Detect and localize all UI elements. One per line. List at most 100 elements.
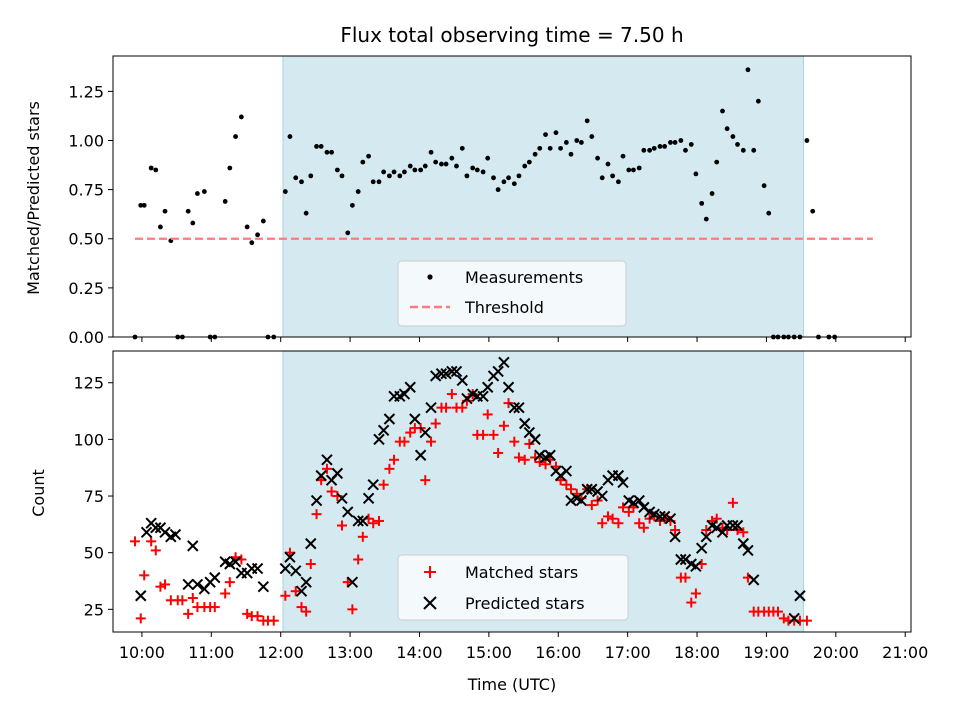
- top-measurement-point-107: [703, 216, 709, 222]
- top-measurement-point-31: [308, 173, 314, 179]
- top-measurement-point-86: [595, 155, 600, 161]
- bottom-matched-point-49: [399, 436, 410, 447]
- bottom-xtick-label-6: 16:00: [535, 643, 581, 662]
- bottom-matched-point-11: [187, 593, 198, 604]
- bottom-matched-point-67: [493, 447, 504, 458]
- bottom-matched-point-20: [242, 608, 253, 619]
- top-measurement-point-98: [657, 143, 663, 149]
- bottom-predicted-point-36: [352, 515, 364, 527]
- legend-threshold-label: Threshold: [464, 298, 544, 317]
- top-measurement-point-45: [381, 169, 387, 175]
- bottom-predicted-point-73: [544, 449, 556, 461]
- bottom-legend: Matched stars Predicted stars: [397, 554, 629, 621]
- top-measurement-point-42: [366, 153, 371, 159]
- top-measurement-point-68: [501, 179, 507, 185]
- bottom-xtick-label-4: 14:00: [396, 643, 442, 662]
- bottom-predicted-point-103: [700, 531, 713, 543]
- bottom-xtick-label-2: 12:00: [258, 643, 304, 662]
- top-measurement-point-46: [387, 173, 392, 179]
- bottom-predicted-point-48: [414, 449, 427, 461]
- top-measurement-point-50: [407, 163, 413, 169]
- bottom-matched-point-87: [597, 518, 608, 529]
- top-measurement-point-30: [303, 210, 309, 216]
- top-measurement-point-53: [422, 163, 428, 169]
- top-measurement-point-115: [745, 67, 751, 73]
- bottom-matched-point-64: [478, 429, 489, 440]
- bottom-matched-point-60: [457, 402, 468, 413]
- bottom-predicted-point-90: [633, 494, 645, 507]
- bottom-matched-point-65: [482, 409, 493, 420]
- bottom-y-axis-label: Count: [29, 469, 48, 517]
- top-measurement-point-91: [620, 153, 626, 159]
- top-measurement-point-39: [350, 202, 355, 208]
- bottom-predicted-point-3: [150, 522, 162, 534]
- bottom-predicted-point-54: [446, 365, 458, 378]
- top-measurement-point-96: [647, 147, 653, 153]
- top-measurement-point-5: [158, 224, 163, 230]
- bottom-matched-point-103: [680, 572, 691, 583]
- top-measurement-point-38: [345, 230, 351, 236]
- bottom-matched-point-88: [602, 511, 613, 522]
- top-measurement-point-126: [804, 138, 810, 143]
- top-measurement-point-20: [244, 224, 250, 230]
- top-measurement-point-62: [470, 165, 476, 171]
- bottom-matched-point-72: [519, 454, 530, 465]
- top-measurement-point-56: [439, 161, 444, 167]
- bottom-matched-point-92: [623, 506, 634, 517]
- top-measurement-point-52: [418, 167, 424, 173]
- top-measurement-point-29: [299, 179, 304, 185]
- bottom-matched-point-28: [290, 586, 301, 597]
- top-ytick-label-4: 1.00: [68, 131, 104, 150]
- top-measurement-point-10: [185, 208, 191, 214]
- bottom-matched-point-32: [311, 509, 322, 520]
- top-measurement-point-13: [201, 189, 207, 194]
- bottom-xtick-label-9: 19:00: [743, 643, 789, 662]
- bottom-matched-point-0: [129, 536, 140, 547]
- top-legend: Measurements Threshold: [397, 260, 627, 327]
- top-measurement-point-87: [599, 175, 605, 181]
- bottom-predicted-point-63: [492, 365, 504, 378]
- bottom-predicted-point-46: [404, 381, 416, 393]
- bottom-matched-point-34: [321, 463, 332, 474]
- bottom-xtick-label-7: 17:00: [605, 643, 651, 662]
- bottom-predicted-point-38: [362, 492, 375, 505]
- top-measurement-point-89: [610, 173, 616, 179]
- top-measurement-point-40: [355, 189, 361, 194]
- bottom-predicted-point-67: [513, 401, 525, 414]
- top-measurement-point-4: [153, 167, 159, 173]
- top-measurement-point-85: [589, 134, 595, 139]
- bottom-xtick-label-5: 15:00: [466, 643, 512, 662]
- top-measurement-point-108: [709, 191, 715, 196]
- bottom-predicted-point-97: [669, 531, 681, 543]
- top-measurement-point-21: [249, 240, 255, 246]
- top-measurement-point-116: [751, 147, 757, 153]
- bottom-predicted-point-110: [737, 537, 750, 550]
- top-measurement-point-95: [641, 147, 647, 153]
- top-measurement-point-33: [318, 143, 324, 149]
- bottom-predicted-point-86: [612, 469, 625, 482]
- bottom-matched-point-81: [565, 484, 576, 495]
- bottom-predicted-point-49: [419, 426, 431, 439]
- legend-matched-marker: [424, 566, 436, 578]
- bottom-matched-point-9: [177, 595, 188, 606]
- top-measurement-point-104: [688, 142, 694, 147]
- bottom-xtick-label-11: 21:00: [882, 643, 928, 662]
- bottom-matched-point-5: [155, 581, 166, 592]
- top-measurement-point-83: [578, 140, 584, 145]
- bottom-matched-point-39: [347, 604, 358, 615]
- top-measurement-point-88: [605, 161, 611, 167]
- top-measurement-point-37: [339, 173, 345, 179]
- bottom-matched-point-1: [135, 613, 146, 624]
- top-measurement-point-34: [324, 149, 330, 155]
- top-measurement-point-18: [233, 134, 238, 139]
- bottom-matched-point-16: [220, 588, 231, 599]
- bottom-matched-point-89: [607, 513, 618, 524]
- top-measurement-point-101: [672, 140, 678, 145]
- bottom-predicted-point-10: [191, 578, 204, 591]
- bottom-predicted-point-96: [664, 512, 677, 525]
- top-measurement-point-41: [360, 159, 366, 165]
- top-measurement-point-75: [537, 145, 543, 151]
- top-measurement-point-73: [526, 159, 532, 165]
- bottom-matched-point-101: [670, 525, 681, 536]
